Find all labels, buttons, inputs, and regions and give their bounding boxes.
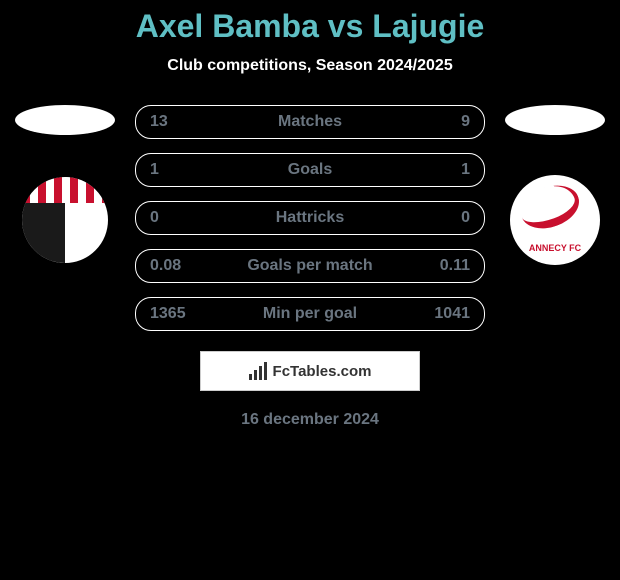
stat-value-left: 0: [150, 209, 200, 227]
stat-value-left: 0.08: [150, 257, 200, 275]
club-badge-left: [20, 175, 110, 265]
stat-label: Goals per match: [200, 257, 420, 275]
brand-text: FcTables.com: [273, 363, 372, 380]
stat-row: 1365 Min per goal 1041: [135, 297, 485, 331]
stat-row: 1 Goals 1: [135, 153, 485, 187]
stat-value-right: 1041: [420, 305, 470, 323]
stat-value-left: 13: [150, 113, 200, 131]
stats-column: 13 Matches 9 1 Goals 1 0 Hattricks 0 0.0…: [135, 105, 485, 331]
subtitle: Club competitions, Season 2024/2025: [0, 57, 620, 75]
right-column: ANNECY FC: [505, 105, 605, 265]
stat-row: 13 Matches 9: [135, 105, 485, 139]
stat-label: Min per goal: [200, 305, 420, 323]
stat-row: 0.08 Goals per match 0.11: [135, 249, 485, 283]
stat-value-right: 0.11: [420, 257, 470, 275]
club-text-right: ANNECY FC: [529, 243, 581, 253]
left-column: [15, 105, 115, 265]
page-title: Axel Bamba vs Lajugie: [0, 8, 620, 45]
main-content: 13 Matches 9 1 Goals 1 0 Hattricks 0 0.0…: [0, 105, 620, 331]
stat-value-right: 0: [420, 209, 470, 227]
club-badge-right: ANNECY FC: [510, 175, 600, 265]
stat-label: Matches: [200, 113, 420, 131]
stat-value-right: 9: [420, 113, 470, 131]
stat-row: 0 Hattricks 0: [135, 201, 485, 235]
date-text: 16 december 2024: [0, 411, 620, 429]
brand-box: FcTables.com: [200, 351, 420, 391]
player-photo-left: [15, 105, 115, 135]
stat-label: Goals: [200, 161, 420, 179]
comparison-card: Axel Bamba vs Lajugie Club competitions,…: [0, 0, 620, 580]
stat-value-left: 1: [150, 161, 200, 179]
player-photo-right: [505, 105, 605, 135]
chart-icon: [249, 362, 267, 380]
stat-value-right: 1: [420, 161, 470, 179]
stat-label: Hattricks: [200, 209, 420, 227]
stat-value-left: 1365: [150, 305, 200, 323]
swoosh-icon: [515, 178, 585, 236]
